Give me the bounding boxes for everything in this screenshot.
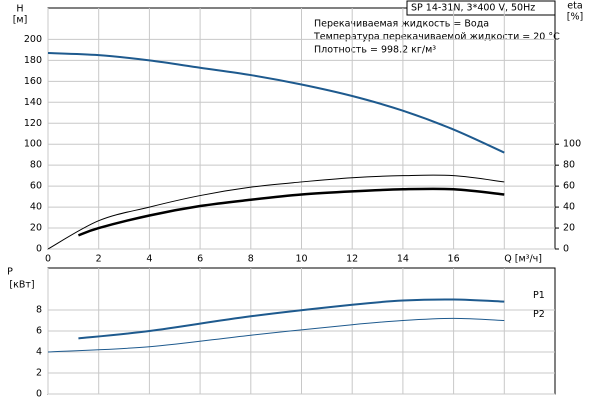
model: SP 14-31N, 3*400 V, 50Hz	[411, 3, 535, 14]
y-tick-label: 2	[36, 368, 42, 379]
y2-tick-label: 60	[563, 181, 575, 192]
y-tick-label: 8	[36, 305, 42, 316]
y-tick-label: 100	[24, 139, 42, 150]
y2-tick-label: 20	[563, 223, 575, 234]
y-tick-label: 120	[24, 118, 42, 129]
x-tick-label: 14	[397, 254, 409, 265]
series-line	[47, 174, 505, 250]
x-tick-label: 8	[248, 254, 254, 265]
legend-label: P1	[533, 290, 545, 301]
x-tick-label: 10	[295, 254, 307, 265]
y2-unit: [%]	[567, 12, 583, 23]
y-tick-label: 200	[24, 34, 42, 45]
series-line	[78, 298, 505, 340]
model-box	[406, 0, 556, 16]
y-tick-label: 20	[30, 223, 42, 234]
note: Температура перекачиваемой жидкости = 20…	[313, 32, 560, 43]
y-tick-label: 80	[30, 160, 42, 171]
y2-tick-label: 100	[563, 139, 581, 150]
y-tick-label: 160	[24, 76, 42, 87]
x-tick-label: 4	[146, 254, 152, 265]
note: Плотность = 998.2 кг/м³	[314, 45, 436, 56]
series-line	[47, 317, 505, 353]
x-tick-label: Q [м³/ч]	[504, 254, 542, 265]
x-tick-label: 12	[346, 254, 358, 265]
y-tick-label: 60	[30, 181, 42, 192]
y-tick-label: 40	[30, 202, 42, 213]
y2-tick-label: 80	[563, 160, 575, 171]
y-tick-label: 4	[36, 347, 42, 358]
series-line	[47, 52, 505, 154]
y2-tick-label: 0	[563, 244, 569, 255]
x-tick-label: 16	[448, 254, 460, 265]
y-tick-label: 180	[24, 55, 42, 66]
series-line	[77, 187, 505, 237]
x-tick-label: 2	[96, 254, 102, 265]
x-tick-label: 6	[197, 254, 203, 265]
y-label: P	[7, 267, 13, 278]
x-tick-label: 0	[45, 254, 51, 265]
y2-label: eta	[567, 1, 582, 12]
y-label: H	[16, 4, 23, 15]
y-tick-label: 6	[36, 326, 42, 337]
legend-label: P2	[533, 309, 545, 320]
y-tick-label: 0	[36, 244, 42, 255]
y-tick-label: 140	[24, 97, 42, 108]
y2-tick-label: 40	[563, 202, 575, 213]
note: Перекачиваемая жидкость = Вода	[314, 19, 489, 30]
y-tick-label: 0	[36, 389, 42, 400]
y-unit: [м]	[13, 15, 28, 26]
y-unit: [кВт]	[9, 280, 34, 291]
